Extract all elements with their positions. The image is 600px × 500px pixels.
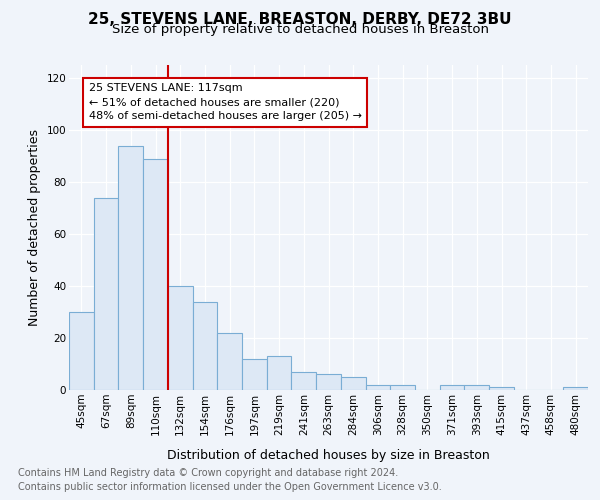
- Bar: [242, 359, 267, 390]
- Bar: [94, 198, 118, 390]
- Y-axis label: Number of detached properties: Number of detached properties: [28, 129, 41, 326]
- Bar: [316, 374, 341, 390]
- Text: Contains HM Land Registry data © Crown copyright and database right 2024.: Contains HM Land Registry data © Crown c…: [18, 468, 398, 477]
- Bar: [341, 377, 365, 390]
- Text: Size of property relative to detached houses in Breaston: Size of property relative to detached ho…: [112, 22, 488, 36]
- Bar: [440, 385, 464, 390]
- Bar: [390, 385, 415, 390]
- Bar: [292, 372, 316, 390]
- Bar: [168, 286, 193, 390]
- Bar: [365, 385, 390, 390]
- Bar: [217, 333, 242, 390]
- Bar: [118, 146, 143, 390]
- Bar: [464, 385, 489, 390]
- Bar: [69, 312, 94, 390]
- Bar: [143, 158, 168, 390]
- Text: 25, STEVENS LANE, BREASTON, DERBY, DE72 3BU: 25, STEVENS LANE, BREASTON, DERBY, DE72 …: [88, 12, 512, 28]
- X-axis label: Distribution of detached houses by size in Breaston: Distribution of detached houses by size …: [167, 449, 490, 462]
- Bar: [489, 388, 514, 390]
- Bar: [193, 302, 217, 390]
- Bar: [267, 356, 292, 390]
- Bar: [563, 388, 588, 390]
- Text: Contains public sector information licensed under the Open Government Licence v3: Contains public sector information licen…: [18, 482, 442, 492]
- Text: 25 STEVENS LANE: 117sqm
← 51% of detached houses are smaller (220)
48% of semi-d: 25 STEVENS LANE: 117sqm ← 51% of detache…: [89, 83, 362, 121]
